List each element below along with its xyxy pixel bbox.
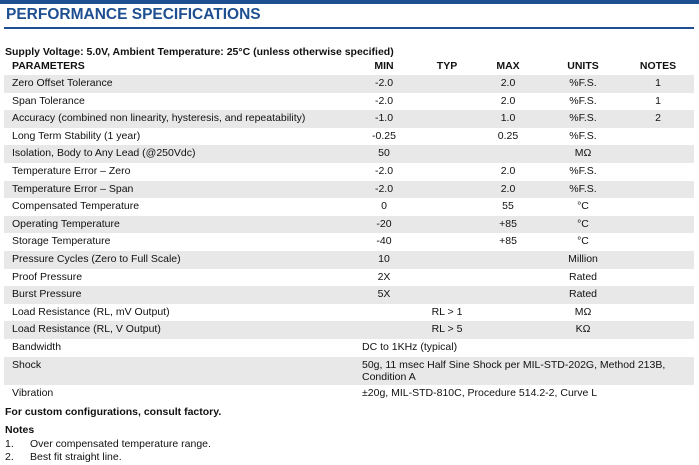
column-header: PARAMETERS <box>12 60 85 72</box>
column-header: MIN <box>374 60 394 72</box>
note-text: Over compensated temperature range. <box>30 438 211 450</box>
title-rule <box>4 27 694 29</box>
units-cell: %F.S. <box>569 165 597 177</box>
table-row: Compensated Temperature 0 55 °C <box>4 198 694 216</box>
header-row: PARAMETERS MIN TYP MAX UNITS NOTES <box>4 58 694 75</box>
table-row: Isolation, Body to Any Lead (@250Vdc) 50 M… <box>4 145 694 163</box>
table-row: Proof Pressure 2X Rated <box>4 268 694 287</box>
column-header: TYP <box>436 60 458 72</box>
max-cell: 0.25 <box>497 129 519 142</box>
min-cell: -2.0 <box>374 77 394 89</box>
parameter-cell: Pressure Cycles (Zero to Full Scale) <box>12 253 181 265</box>
parameter-cell: Accuracy (combined non linearity, hyster… <box>12 112 306 125</box>
units-cell: MΩ <box>574 147 592 160</box>
min-cell: 0 <box>381 200 387 213</box>
units-cell: MΩ <box>574 305 592 318</box>
max-cell: 1.0 <box>500 112 516 125</box>
units-cell: %F.S. <box>569 77 597 89</box>
footer: For custom configurations, consult facto… <box>5 406 222 418</box>
table-row: Pressure Cycles (Zero to Full Scale) 10 Mi… <box>4 251 694 269</box>
max-cell: +85 <box>499 235 517 248</box>
table-row: Load Resistance (RL, V Output) RL > 5 KΩ <box>4 321 694 339</box>
table-row: Zero Offset Tolerance -2.0 2.0 %F.S. 1 <box>4 75 694 93</box>
units-cell: °C <box>577 200 589 213</box>
table-row: Long Term Stability (1 year) -0.25 0.25 %F.… <box>4 127 694 146</box>
min-cell: -2.0 <box>374 165 394 177</box>
units-cell: %F.S. <box>569 94 597 107</box>
units-cell: %F.S. <box>569 182 597 195</box>
units-cell: Rated <box>568 270 598 283</box>
column-header: NOTES <box>639 60 677 72</box>
min-cell: -20 <box>376 217 392 230</box>
parameter-cell: Bandwidth <box>12 341 62 353</box>
parameter-cell: Shock <box>12 358 42 371</box>
max-cell: 55 <box>502 200 514 213</box>
notes-title: Notes <box>5 424 35 436</box>
spec-cell: 50g, 11 msec Half Sine Shock per MIL-STD… <box>362 358 666 383</box>
typ-cell: RL > 1 <box>431 305 463 318</box>
min-cell: -2.0 <box>374 94 394 107</box>
min-cell: 50 <box>378 147 390 160</box>
min-cell: -0.25 <box>372 129 396 142</box>
parameter-cell: Burst Pressure <box>12 288 82 301</box>
parameter-cell: Span Tolerance <box>12 94 85 107</box>
title: PERFORMANCE SPECIFICATIONS <box>6 6 261 23</box>
notes-cell: 2 <box>655 112 661 125</box>
top-bar <box>0 0 699 4</box>
max-cell: 2.0 <box>500 165 516 177</box>
table-row: Accuracy (combined non linearity, hyster… <box>4 110 694 128</box>
note-number: 2. <box>5 451 14 463</box>
units-cell: Million <box>568 253 598 265</box>
max-cell: 2.0 <box>500 77 516 89</box>
units-cell: KΩ <box>575 323 591 336</box>
max-cell: 2.0 <box>500 94 516 107</box>
column-header: UNITS <box>567 60 599 72</box>
table-row: Vibration ±20g, MIL-STD-810C, Procedure 5… <box>4 384 694 402</box>
table-row: Burst Pressure 5X Rated <box>4 286 694 304</box>
min-cell: -1.0 <box>374 112 394 125</box>
conditions: Supply Voltage: 5.0V, Ambient Temperatur… <box>5 46 394 58</box>
column-header: MAX <box>496 60 520 72</box>
table-row: Span Tolerance -2.0 2.0 %F.S. 1 <box>4 92 694 111</box>
spec-cell: DC to 1KHz (typical) <box>362 341 458 353</box>
parameter-cell: Temperature Error – Span <box>12 182 134 195</box>
units-cell: %F.S. <box>569 112 597 125</box>
parameter-cell: Zero Offset Tolerance <box>12 77 113 89</box>
table-row: Load Resistance (RL, mV Output) RL > 1 MΩ <box>4 303 694 322</box>
note-number: 1. <box>5 438 14 450</box>
min-cell: -2.0 <box>374 182 394 195</box>
typ-cell: RL > 5 <box>431 323 463 336</box>
units-cell: °C <box>577 217 589 230</box>
table-row: Operating Temperature -20 +85 °C <box>4 215 694 234</box>
spec-cell: ±20g, MIL-STD-810C, Procedure 514.2-2, C… <box>362 386 598 399</box>
parameter-cell: Vibration <box>12 386 54 399</box>
note-text: Best fit straight line. <box>30 451 122 463</box>
parameter-cell: Isolation, Body to Any Lead (@250Vdc) <box>12 147 196 160</box>
parameter-cell: Storage Temperature <box>12 235 111 248</box>
max-cell: +85 <box>499 217 517 230</box>
parameter-cell: Long Term Stability (1 year) <box>12 129 141 142</box>
table-row: Bandwidth DC to 1KHz (typical) <box>4 339 694 357</box>
notes-cell: 1 <box>655 94 661 107</box>
units-cell: Rated <box>568 288 598 301</box>
min-cell: 10 <box>378 253 390 265</box>
parameter-cell: Operating Temperature <box>12 217 120 230</box>
min-cell: 2X <box>377 270 391 283</box>
units-cell: %F.S. <box>569 129 597 142</box>
table-row: Temperature Error – Span -2.0 2.0 %F.S. <box>4 180 694 199</box>
parameter-cell: Load Resistance (RL, mV Output) <box>12 305 170 318</box>
table-row: Shock 50g, 11 msec Half Sine Shock per MI… <box>4 356 694 385</box>
parameter-cell: Load Resistance (RL, V Output) <box>12 323 161 336</box>
table-row: Temperature Error – Zero -2.0 2.0 %F.S. <box>4 163 694 181</box>
units-cell: °C <box>577 235 589 248</box>
parameter-cell: Temperature Error – Zero <box>12 165 131 177</box>
max-cell: 2.0 <box>500 182 516 195</box>
notes-cell: 1 <box>655 77 661 89</box>
parameter-cell: Compensated Temperature <box>12 200 140 213</box>
min-cell: 5X <box>377 288 391 301</box>
parameter-cell: Proof Pressure <box>12 270 83 283</box>
min-cell: -40 <box>376 235 392 248</box>
table-row: Storage Temperature -40 +85 °C <box>4 233 694 251</box>
